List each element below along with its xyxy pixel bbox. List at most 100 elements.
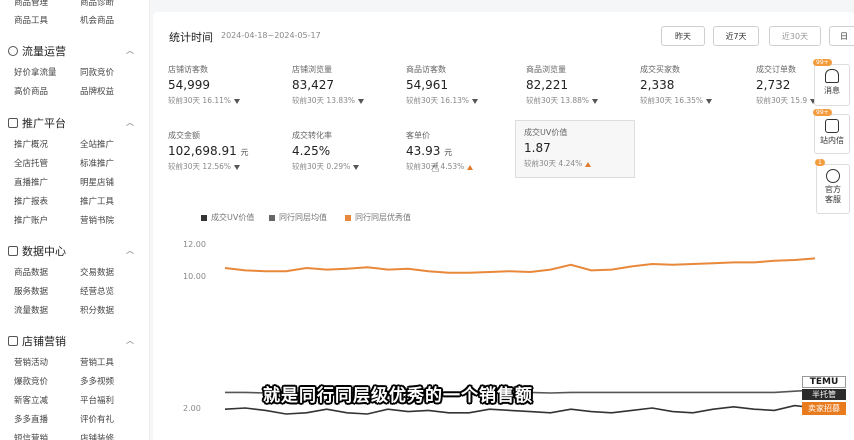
sidebar-item[interactable]: 品牌权益 bbox=[80, 87, 115, 97]
sidebar-item[interactable]: 高价商品 bbox=[14, 87, 49, 97]
customer-service-button[interactable]: 1 官方客服 bbox=[815, 159, 850, 214]
sidebar-item[interactable]: 多多视频 bbox=[80, 377, 115, 387]
legend-label: 成交UV价值 bbox=[211, 213, 255, 222]
chevron-up-icon: ︿ bbox=[126, 118, 134, 127]
metric-label: 成交转化率 bbox=[292, 131, 332, 140]
message-button[interactable]: 99+ 消息 bbox=[813, 59, 850, 106]
sidebar-item[interactable]: 交易数据 bbox=[80, 268, 115, 278]
sidebar-item[interactable]: 商品数据 bbox=[14, 268, 49, 278]
promotion-icon bbox=[8, 118, 18, 128]
sidebar-item[interactable]: 积分数据 bbox=[80, 306, 115, 316]
sidebar-item[interactable]: 流量数据 bbox=[14, 306, 49, 316]
sidebar-group-title: 流量运营 bbox=[22, 45, 66, 58]
metric-card[interactable]: 成交金额 102,698.91 元较前30天 12.56% bbox=[168, 130, 278, 172]
legend-item[interactable]: 同行同层均值 bbox=[269, 212, 327, 223]
logo-line1: TEMU bbox=[802, 376, 846, 388]
sidebar-item[interactable]: 营销工具 bbox=[80, 358, 115, 368]
sidebar-item[interactable]: 全站推广 bbox=[80, 140, 115, 150]
sidebar-item[interactable]: 经营总览 bbox=[80, 287, 115, 297]
sidebar-group-data-center[interactable]: 数据中心 ︿ bbox=[8, 243, 134, 259]
arrow-up-icon bbox=[585, 161, 592, 167]
sidebar-item[interactable]: 商品管理 bbox=[14, 0, 49, 8]
sidebar-group-title: 推广平台 bbox=[22, 117, 66, 130]
metric-number: 82,221 bbox=[526, 78, 568, 92]
legend-swatch bbox=[269, 214, 275, 221]
sidebar-item[interactable]: 服务数据 bbox=[14, 287, 49, 297]
sidebar-item[interactable]: 全店托管 bbox=[14, 159, 49, 169]
last-7-days-button[interactable]: 近7天 bbox=[713, 26, 759, 46]
metric-label: 成交UV价值 bbox=[524, 128, 568, 137]
metric-card[interactable]: 成交UV价值 1.87 较前30天 4.24% bbox=[515, 120, 635, 178]
inbox-button[interactable]: 99+ 站内信 bbox=[813, 109, 850, 154]
metric-card[interactable]: 商品浏览量 82,221 较前30天 13.88% bbox=[526, 64, 636, 106]
pointer-cursor-icon: ☝ bbox=[431, 160, 440, 176]
metric-number: 1.87 bbox=[524, 141, 551, 155]
sidebar-item[interactable]: 商品诊断 bbox=[80, 0, 115, 8]
logo-line3: 卖家招募 bbox=[802, 402, 846, 415]
sidebar-item[interactable]: 同款竞价 bbox=[80, 68, 115, 78]
mail-icon bbox=[825, 119, 839, 133]
metric-compare-text: 较前30天 0.29% bbox=[292, 162, 351, 171]
metric-compare-text: 较前30天 15.9 bbox=[756, 96, 808, 105]
sidebar-group-promotion[interactable]: 推广平台 ︿ bbox=[8, 115, 134, 131]
arrow-down-icon bbox=[358, 98, 365, 104]
metric-number: 54,999 bbox=[168, 78, 210, 92]
inbox-badge: 99+ bbox=[813, 109, 832, 116]
metric-compare-text: 较前30天 13.88% bbox=[526, 96, 590, 105]
metric-card[interactable]: 客单价 43.93 元较前30天 4.53% bbox=[406, 130, 516, 172]
sidebar-item[interactable]: 推广账户 bbox=[14, 216, 49, 226]
chevron-up-icon: ︿ bbox=[126, 46, 134, 55]
metric-card[interactable]: 成交买家数 2,338 较前30天 16.35% bbox=[640, 64, 750, 106]
sidebar-item[interactable]: 店铺装修 bbox=[80, 434, 115, 440]
metric-compare: 较前30天 12.56% bbox=[168, 161, 278, 172]
metric-compare: 较前30天 4.24% bbox=[524, 158, 626, 169]
sidebar-item[interactable]: 营销书院 bbox=[80, 216, 115, 226]
metric-compare: 较前30天 15.9 bbox=[756, 95, 854, 106]
metric-number: 102,698.91 bbox=[168, 144, 237, 158]
metric-card[interactable]: 店铺浏览量 83,427 较前30天 13.83% bbox=[292, 64, 402, 106]
service-badge: 1 bbox=[815, 159, 825, 166]
sidebar-item[interactable]: 机会商品 bbox=[80, 16, 115, 26]
video-subtitle: 就是同行同层级优秀的一个销售额 bbox=[263, 386, 533, 406]
message-label: 消息 bbox=[824, 86, 840, 95]
sidebar-item[interactable]: 推广概况 bbox=[14, 140, 49, 150]
sidebar-item[interactable]: 短信营销 bbox=[14, 434, 49, 440]
sidebar-item[interactable]: 标准推广 bbox=[80, 159, 115, 169]
bell-icon bbox=[825, 69, 839, 83]
sidebar-item[interactable]: 商品工具 bbox=[14, 16, 49, 26]
sidebar-item[interactable]: 评价有礼 bbox=[80, 415, 115, 425]
yesterday-button[interactable]: 昨天 bbox=[661, 26, 705, 46]
metric-card[interactable]: 商品访客数 54,961 较前30天 16.13% bbox=[406, 64, 516, 106]
sidebar-item[interactable]: 好价拿流量 bbox=[14, 68, 57, 78]
sidebar-item[interactable]: 推广报表 bbox=[14, 197, 49, 207]
sidebar-item[interactable]: 直播推广 bbox=[14, 178, 49, 188]
legend-swatch bbox=[201, 214, 207, 221]
metric-card[interactable]: 成交转化率 4.25% 较前30天 0.29% bbox=[292, 130, 402, 172]
sidebar-item[interactable]: 新客立减 bbox=[14, 396, 49, 406]
arrow-down-icon bbox=[472, 98, 479, 104]
series-line-0 bbox=[224, 257, 816, 274]
metric-card[interactable]: 店铺访客数 54,999 较前30天 16.11% bbox=[168, 64, 278, 106]
sidebar-item[interactable]: 多多直播 bbox=[14, 415, 49, 425]
sidebar-group-store-marketing[interactable]: 店铺营销 ︿ bbox=[8, 333, 134, 349]
day-button[interactable]: 日 bbox=[829, 26, 854, 46]
metric-number: 83,427 bbox=[292, 78, 334, 92]
metric-compare: 较前30天 16.11% bbox=[168, 95, 278, 106]
metric-value: 1.87 bbox=[524, 141, 626, 155]
data-center-icon bbox=[8, 246, 18, 256]
legend-item[interactable]: 同行同层优秀值 bbox=[345, 212, 411, 223]
metric-card[interactable]: 成交订单数 2,732 较前30天 15.9 bbox=[756, 64, 854, 106]
y-tick-label: 12.00 bbox=[183, 240, 206, 249]
y-tick-label: 2.00 bbox=[183, 404, 201, 413]
sidebar-item[interactable]: 平台福利 bbox=[80, 396, 115, 406]
metric-label: 成交订单数 bbox=[756, 65, 796, 74]
sidebar-item[interactable]: 推广工具 bbox=[80, 197, 115, 207]
sidebar-item[interactable]: 明星店铺 bbox=[80, 178, 115, 188]
last-30-days-button[interactable]: 近30天 bbox=[769, 26, 821, 46]
metric-compare-text: 较前30天 16.11% bbox=[168, 96, 232, 105]
sidebar-item[interactable]: 爆款竞价 bbox=[14, 377, 49, 387]
inbox-label: 站内信 bbox=[820, 136, 844, 145]
legend-item[interactable]: 成交UV价值 bbox=[201, 212, 254, 223]
sidebar-item[interactable]: 营销活动 bbox=[14, 358, 49, 368]
sidebar-group-traffic[interactable]: 流量运营 ︿ bbox=[8, 43, 134, 59]
